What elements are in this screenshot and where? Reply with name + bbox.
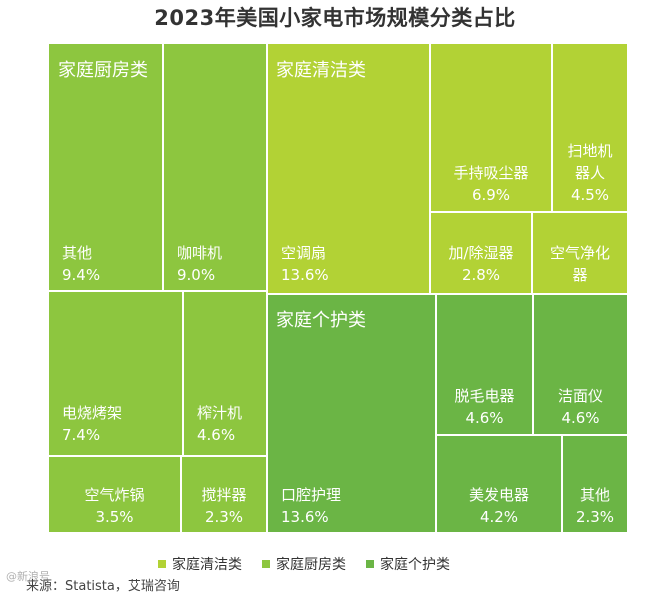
treemap-cell-空调扇 bbox=[266, 42, 431, 295]
treemap-cell-其他-家庭厨房类 bbox=[47, 42, 164, 292]
group-label-家庭个护类: 家庭个护类 bbox=[276, 310, 366, 331]
cell-label-扫地机器人-2: 4.5% bbox=[571, 186, 609, 204]
legend-swatch-kitchen bbox=[262, 560, 270, 568]
group-label-家庭厨房类: 家庭厨房类 bbox=[58, 60, 148, 81]
cell-label-电烧烤架-1: 7.4% bbox=[62, 426, 100, 444]
cell-label-其他-家庭个护类-1: 2.3% bbox=[576, 508, 614, 526]
treemap-cell-美发电器 bbox=[435, 434, 563, 534]
legend-item-kitchen: 家庭厨房类 bbox=[262, 554, 346, 574]
treemap-cell-脱毛电器 bbox=[435, 293, 534, 436]
cell-label-其他-家庭厨房类-0: 其他 bbox=[62, 244, 92, 262]
chart-legend: 家庭清洁类 家庭厨房类 家庭个护类 bbox=[158, 554, 450, 574]
treemap-cell-手持吸尘器 bbox=[429, 42, 553, 213]
cell-label-美发电器-1: 4.2% bbox=[480, 508, 518, 526]
treemap-cell-空气炸锅 bbox=[47, 455, 182, 534]
legend-label-kitchen: 家庭厨房类 bbox=[276, 557, 346, 573]
cell-label-美发电器-0: 美发电器 bbox=[469, 486, 529, 504]
treemap-cell-电烧烤架 bbox=[47, 290, 184, 457]
cell-label-手持吸尘器-0: 手持吸尘器 bbox=[453, 164, 528, 182]
cell-label-空气炸锅-0: 空气炸锅 bbox=[84, 486, 144, 504]
cell-label-扫地机器人-0: 扫地机 bbox=[567, 142, 612, 160]
cell-label-脱毛电器-1: 4.6% bbox=[465, 409, 503, 427]
cell-label-扫地机器人-1: 器人 bbox=[575, 164, 605, 182]
cell-label-空气净化器-1: 器 bbox=[572, 266, 587, 284]
cell-label-电烧烤架-0: 电烧烤架 bbox=[62, 404, 122, 422]
cell-label-口腔护理-0: 口腔护理 bbox=[281, 486, 341, 504]
cell-label-榨汁机-1: 4.6% bbox=[197, 426, 235, 444]
cell-label-口腔护理-1: 13.6% bbox=[281, 508, 329, 526]
legend-label-cleaning: 家庭清洁类 bbox=[172, 557, 242, 573]
legend-label-personal: 家庭个护类 bbox=[380, 557, 450, 573]
treemap-cell-其他-家庭个护类 bbox=[561, 434, 629, 534]
legend-item-personal: 家庭个护类 bbox=[366, 554, 450, 574]
treemap-cell-扫地机器人 bbox=[551, 42, 629, 213]
cell-label-脱毛电器-0: 脱毛电器 bbox=[454, 387, 514, 405]
cell-label-其他-家庭厨房类-1: 9.4% bbox=[62, 266, 100, 284]
treemap-cell-洁面仪 bbox=[532, 293, 629, 436]
cell-label-加-除湿器-0: 加/除湿器 bbox=[448, 244, 513, 262]
treemap-cell-咖啡机 bbox=[162, 42, 268, 292]
cell-label-空气炸锅-1: 3.5% bbox=[95, 508, 133, 526]
chart-title: 2023年美国小家电市场规模分类占比 bbox=[154, 6, 516, 30]
group-label-家庭清洁类: 家庭清洁类 bbox=[276, 60, 366, 81]
cell-label-手持吸尘器-1: 6.9% bbox=[472, 186, 510, 204]
cell-label-搅拌器-0: 搅拌器 bbox=[201, 486, 246, 504]
cell-label-咖啡机-0: 咖啡机 bbox=[177, 244, 222, 262]
legend-swatch-personal bbox=[366, 560, 374, 568]
cell-label-咖啡机-1: 9.0% bbox=[177, 266, 215, 284]
treemap-chart: 其他 9.4% 咖啡机 9.0% 电烧烤架 7.4% 榨汁机 4.6% 空气炸锅 3.5% 搅拌器 2… bbox=[47, 42, 629, 534]
cell-label-搅拌器-1: 2.3% bbox=[205, 508, 243, 526]
cell-label-其他-家庭个护类-0: 其他 bbox=[580, 486, 610, 504]
cell-label-空气净化器-0: 空气净化 bbox=[550, 244, 610, 262]
legend-swatch-cleaning bbox=[158, 560, 166, 568]
treemap-cell-加-除湿器 bbox=[429, 211, 533, 295]
cell-label-空调扇-0: 空调扇 bbox=[281, 244, 326, 262]
watermark: @新浪号 bbox=[6, 570, 50, 583]
cell-label-洁面仪-0: 洁面仪 bbox=[558, 387, 603, 405]
treemap-cell-搅拌器 bbox=[180, 455, 268, 534]
treemap-cell-口腔护理 bbox=[266, 293, 437, 534]
cell-label-加-除湿器-1: 2.8% bbox=[462, 266, 500, 284]
cell-label-空调扇-1: 13.6% bbox=[281, 266, 329, 284]
cell-label-榨汁机-0: 榨汁机 bbox=[197, 404, 242, 422]
legend-item-cleaning: 家庭清洁类 bbox=[158, 554, 242, 574]
cell-label-洁面仪-1: 4.6% bbox=[561, 409, 599, 427]
source-note: 来源：Statista，艾瑞咨询 bbox=[26, 579, 180, 594]
